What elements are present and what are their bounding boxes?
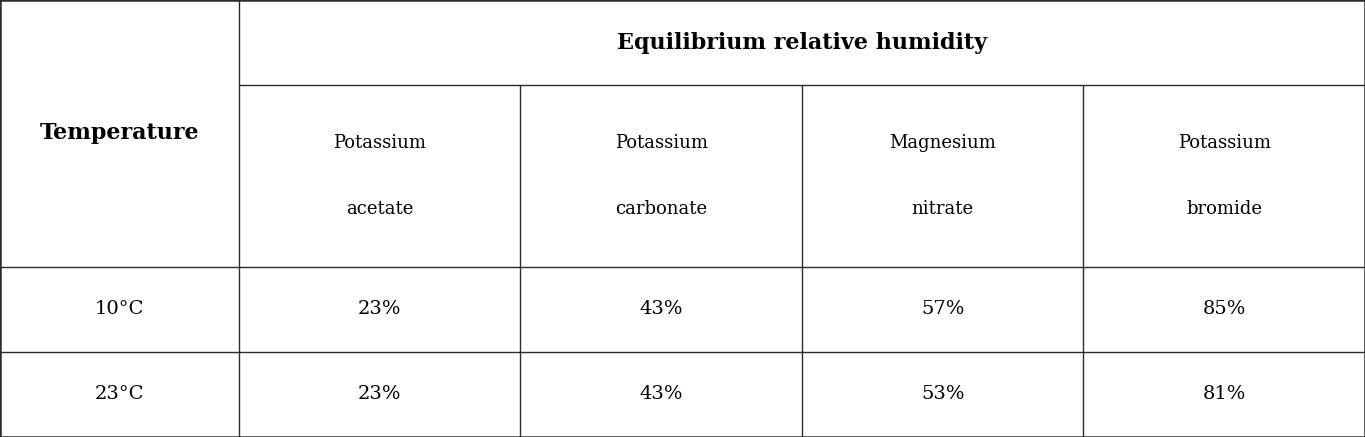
Text: 81%: 81% [1203,385,1246,403]
Text: 10°C: 10°C [94,300,145,318]
Text: 85%: 85% [1203,300,1246,318]
Text: 43%: 43% [639,385,682,403]
Text: Magnesium: Magnesium [889,134,996,152]
Text: 23%: 23% [358,300,401,318]
Text: nitrate: nitrate [912,200,973,218]
Text: 23%: 23% [358,385,401,403]
Text: acetate: acetate [345,200,414,218]
Text: 23°C: 23°C [94,385,145,403]
Text: 53%: 53% [921,385,965,403]
Text: Equilibrium relative humidity: Equilibrium relative humidity [617,31,987,54]
Text: 57%: 57% [921,300,965,318]
Text: carbonate: carbonate [616,200,707,218]
Text: Potassium: Potassium [333,134,426,152]
Text: Potassium: Potassium [614,134,707,152]
Text: bromide: bromide [1186,200,1263,218]
Text: 43%: 43% [639,300,682,318]
Text: Potassium: Potassium [1178,134,1271,152]
Text: Temperature: Temperature [40,122,199,144]
